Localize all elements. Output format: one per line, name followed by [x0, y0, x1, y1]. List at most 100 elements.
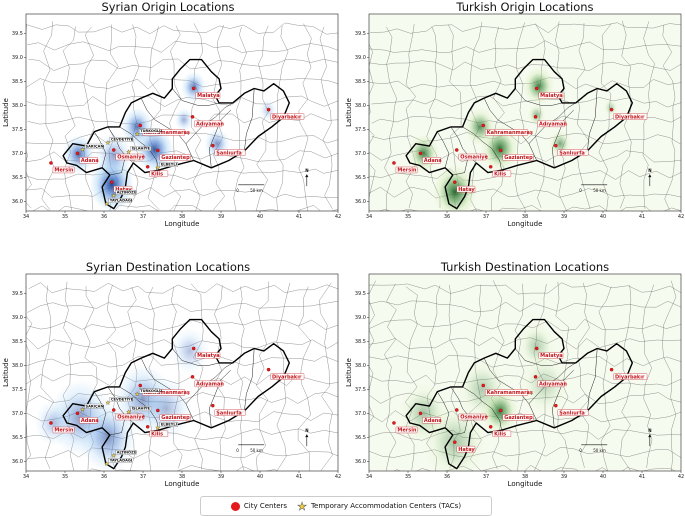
north-arrow-icon: N	[648, 428, 652, 447]
city-dot	[453, 440, 457, 444]
city-marker: Kahramanmaraş	[481, 383, 533, 396]
map-background	[369, 14, 681, 211]
city-label: Gaziantep	[161, 415, 190, 421]
city-dot	[454, 408, 459, 412]
density-blob	[398, 382, 449, 445]
city-dot	[488, 165, 493, 169]
x-tick-label: 35	[62, 214, 68, 220]
city-marker: Mersin	[392, 161, 418, 174]
province-border	[94, 131, 107, 168]
city-dot	[110, 180, 114, 184]
province-border	[515, 348, 563, 366]
x-tick-label: 42	[678, 214, 684, 220]
city-marker: Malatya	[534, 86, 564, 99]
tac-label: İSLAHİYE	[132, 406, 151, 411]
earthquake-region-outline	[62, 58, 290, 210]
province-border	[587, 88, 598, 151]
city-label: Kilis	[151, 432, 163, 438]
city-label: Şanlıurfa	[216, 150, 242, 156]
y-tick-label: 39.5	[355, 291, 366, 297]
tac-label: TÜRKOĞLU	[140, 128, 162, 133]
density-blob	[95, 132, 133, 179]
city-dot	[211, 143, 215, 148]
y-axis-label: Latitude	[345, 98, 353, 127]
x-tick-label: 34	[366, 474, 372, 480]
city-label: Adıyaman	[196, 382, 224, 388]
city-label: Gaziantep	[504, 415, 533, 421]
city-marker: Gaziantep	[499, 408, 534, 421]
y-tick-label: 36.5	[355, 435, 366, 441]
city-marker: Gaziantep	[499, 148, 534, 161]
north-arrow-icon: N	[305, 168, 309, 187]
city-label: Gaziantep	[161, 155, 190, 161]
tac-label: YAYLADAĞI	[109, 198, 132, 203]
tac-star	[134, 391, 140, 397]
y-tick-label: 39.0	[12, 55, 23, 61]
tac-marker: SARIÇAM	[80, 143, 104, 152]
tac-label: SARIÇAM	[86, 404, 105, 408]
y-tick-label: 39.5	[12, 291, 23, 297]
tac-star	[126, 149, 132, 155]
panel-title: Turkish Origin Locations	[455, 0, 593, 14]
tac-marker: YAYLADAĞI	[104, 198, 132, 206]
city-marker: Şanlıurfa	[554, 143, 589, 156]
y-tick-label: 36.0	[355, 199, 366, 205]
scale-bar-end: 50 km	[250, 448, 263, 453]
city-marker: Şanlıurfa	[554, 403, 589, 416]
density-blob	[174, 108, 194, 132]
y-tick-label: 39.0	[355, 315, 366, 321]
tac-label: ELBEYLİ	[161, 162, 177, 167]
city-dot	[145, 165, 150, 169]
city-label: Malatya	[540, 93, 562, 99]
map-panel-p2: Malatya Adıyaman Diyarbakır Kahramanmaraş Os…	[345, 0, 684, 228]
city-marker: Malatya	[191, 346, 221, 359]
city-label: Adana	[81, 418, 99, 424]
x-tick-label: 38	[179, 474, 185, 480]
x-tick-label: 41	[639, 474, 645, 480]
city-dot	[75, 151, 80, 156]
tac-label: YAYLADAĞI	[109, 458, 132, 463]
city-marker: Gaziantep	[156, 148, 191, 161]
province-border	[462, 386, 502, 431]
x-tick-label: 37	[483, 474, 489, 480]
x-tick-label: 37	[140, 214, 146, 220]
panel-title: Turkish Destination Locations	[440, 260, 609, 274]
tac-star	[155, 165, 161, 170]
city-dot	[49, 161, 53, 165]
city-label: Osmaniye	[117, 415, 145, 421]
province-border	[119, 126, 159, 171]
x-axis-label: Longitude	[508, 220, 543, 228]
province-border	[244, 88, 255, 151]
y-tick-label: 36.5	[12, 175, 23, 181]
province-border	[244, 348, 255, 411]
province-border	[437, 391, 450, 428]
province-border	[172, 88, 220, 106]
y-axis-label: Latitude	[2, 98, 10, 127]
scale-bar-start: 0	[579, 448, 582, 453]
city-marker-icon	[230, 501, 240, 511]
legend-city-label: City Centers	[243, 502, 288, 510]
scale-bar-start: 0	[236, 188, 239, 193]
x-tick-label: 40	[600, 474, 606, 480]
city-label: Osmaniye	[460, 155, 488, 161]
city-marker: Gaziantep	[156, 408, 191, 421]
tac-star	[104, 201, 110, 206]
tac-star-icon: ★	[297, 499, 307, 513]
map-panel-p4: Malatya Adıyaman Diyarbakır Kahramanmaraş Os…	[345, 260, 684, 488]
province-border	[119, 386, 159, 431]
province-border	[437, 131, 450, 168]
city-marker: Adıyaman	[190, 115, 224, 128]
city-marker: Diyarbakır	[609, 367, 648, 380]
province-border	[552, 109, 574, 168]
city-marker: Osmaniye	[454, 408, 489, 421]
tac-star	[105, 400, 111, 405]
tac-label: İSLAHİYE	[132, 146, 151, 151]
city-dot	[211, 403, 215, 408]
city-label: Adıyaman	[539, 382, 567, 388]
city-label: Adıyaman	[539, 122, 567, 128]
city-marker: Mersin	[49, 161, 75, 174]
legend-city-item: City Centers	[230, 501, 288, 511]
province-border	[185, 362, 233, 404]
city-label: Kahramanmaraş	[487, 130, 533, 136]
tac-star	[134, 131, 140, 137]
